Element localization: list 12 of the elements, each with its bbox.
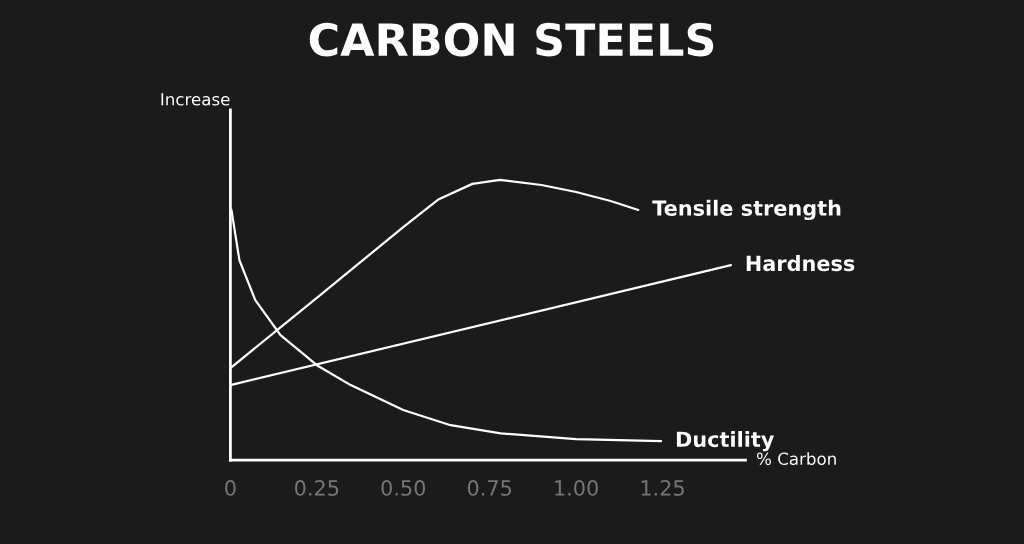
chart-title: CARBON STEELS — [309, 22, 714, 57]
series-label: Hardness — [746, 255, 855, 272]
x-axis-title: % Carbon — [756, 452, 836, 466]
x-tick-label: 1.00 — [555, 480, 598, 496]
y-axis-title: Increase — [161, 93, 230, 106]
series-label: Ductility — [676, 431, 775, 452]
x-tick-label: 0 — [225, 480, 236, 496]
x-tick-label: 0.50 — [381, 480, 426, 496]
x-tick-label: 0.25 — [295, 480, 339, 496]
series-label: Tensile strength — [652, 199, 841, 221]
x-tick-label: 1.25 — [641, 480, 684, 496]
x-tick-label: 0.75 — [467, 480, 512, 496]
